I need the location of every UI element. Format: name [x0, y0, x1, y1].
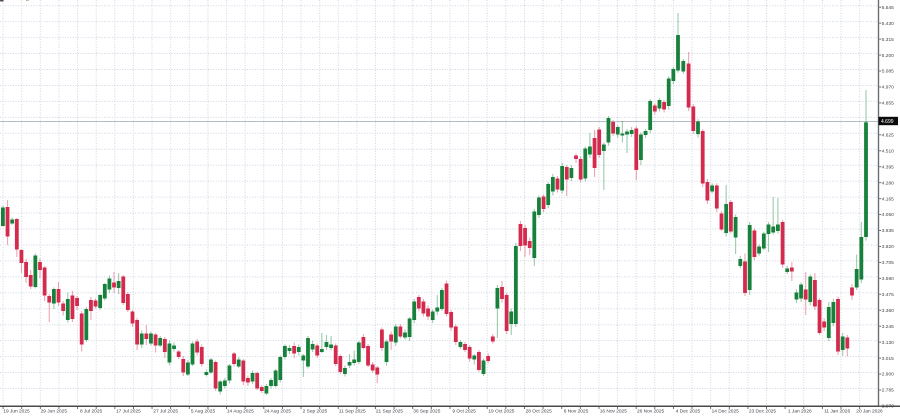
svg-text:19 Oct 2025: 19 Oct 2025	[488, 408, 514, 414]
svg-text:11 Sep 2025: 11 Sep 2025	[339, 408, 366, 414]
svg-text:4.625: 4.625	[882, 133, 894, 139]
svg-text:19 Jun 2025: 19 Jun 2025	[3, 408, 30, 414]
svg-text:5 Aug 2025: 5 Aug 2025	[191, 408, 216, 414]
svg-text:4.699: 4.699	[881, 119, 894, 125]
svg-text:21 Sep 2025: 21 Sep 2025	[376, 408, 404, 414]
svg-text:4.050: 4.050	[882, 212, 894, 218]
svg-text:5.200: 5.200	[882, 53, 894, 59]
svg-text:3.130: 3.130	[882, 340, 894, 346]
svg-text:9 Oct 2025: 9 Oct 2025	[452, 408, 476, 414]
svg-text:3.590: 3.590	[882, 276, 894, 282]
svg-text:26 Nov 2025: 26 Nov 2025	[637, 408, 665, 414]
svg-text:17 Jul 2025: 17 Jul 2025	[116, 408, 141, 414]
svg-text:4 Dec 2025: 4 Dec 2025	[676, 408, 701, 414]
svg-text:28 Oct 2025: 28 Oct 2025	[526, 408, 552, 414]
svg-text:24 Aug 2025: 24 Aug 2025	[264, 408, 291, 414]
svg-text:3.820: 3.820	[882, 244, 894, 250]
svg-text:2 Sep 2025: 2 Sep 2025	[303, 408, 328, 414]
svg-text:14 Dec 2025: 14 Dec 2025	[712, 408, 740, 414]
svg-text:11 Jan 2026: 11 Jan 2026	[824, 408, 850, 414]
svg-text:4.165: 4.165	[882, 196, 894, 202]
svg-text:14 Aug 2025: 14 Aug 2025	[227, 408, 254, 414]
svg-text:1 Jan 2026: 1 Jan 2026	[788, 408, 812, 414]
svg-text:2.670: 2.670	[882, 404, 894, 410]
svg-text:3.245: 3.245	[882, 324, 894, 330]
svg-text:5.315: 5.315	[882, 37, 894, 43]
svg-text:5.430: 5.430	[882, 21, 894, 27]
svg-text:23 Dec 2025: 23 Dec 2025	[749, 408, 777, 414]
svg-text:16 Nov 2025: 16 Nov 2025	[600, 408, 628, 414]
svg-text:4.970: 4.970	[882, 85, 894, 91]
svg-text:5.085: 5.085	[882, 69, 894, 75]
svg-text:3.475: 3.475	[882, 292, 894, 298]
svg-text:20 Jan 2026: 20 Jan 2026	[856, 408, 883, 414]
svg-text:4.510: 4.510	[882, 148, 894, 154]
svg-text:8 Jul 2025: 8 Jul 2025	[80, 408, 102, 414]
svg-text:27 Jul 2025: 27 Jul 2025	[153, 408, 178, 414]
svg-text:4.855: 4.855	[882, 101, 894, 107]
svg-text:5.545: 5.545	[882, 5, 894, 11]
svg-text:3.360: 3.360	[882, 308, 894, 314]
svg-text:3.705: 3.705	[882, 260, 894, 266]
svg-text:3.015: 3.015	[882, 356, 894, 362]
svg-text:4.395: 4.395	[882, 164, 894, 170]
svg-text:2.900: 2.900	[882, 372, 894, 378]
svg-text:3.935: 3.935	[882, 228, 894, 234]
svg-text:29 Jun 2025: 29 Jun 2025	[41, 408, 68, 414]
svg-text:6 Nov 2025: 6 Nov 2025	[564, 408, 589, 414]
svg-text:30 Sep 2025: 30 Sep 2025	[413, 408, 441, 414]
svg-text:4.280: 4.280	[882, 180, 894, 186]
svg-text:2.785: 2.785	[882, 388, 894, 394]
